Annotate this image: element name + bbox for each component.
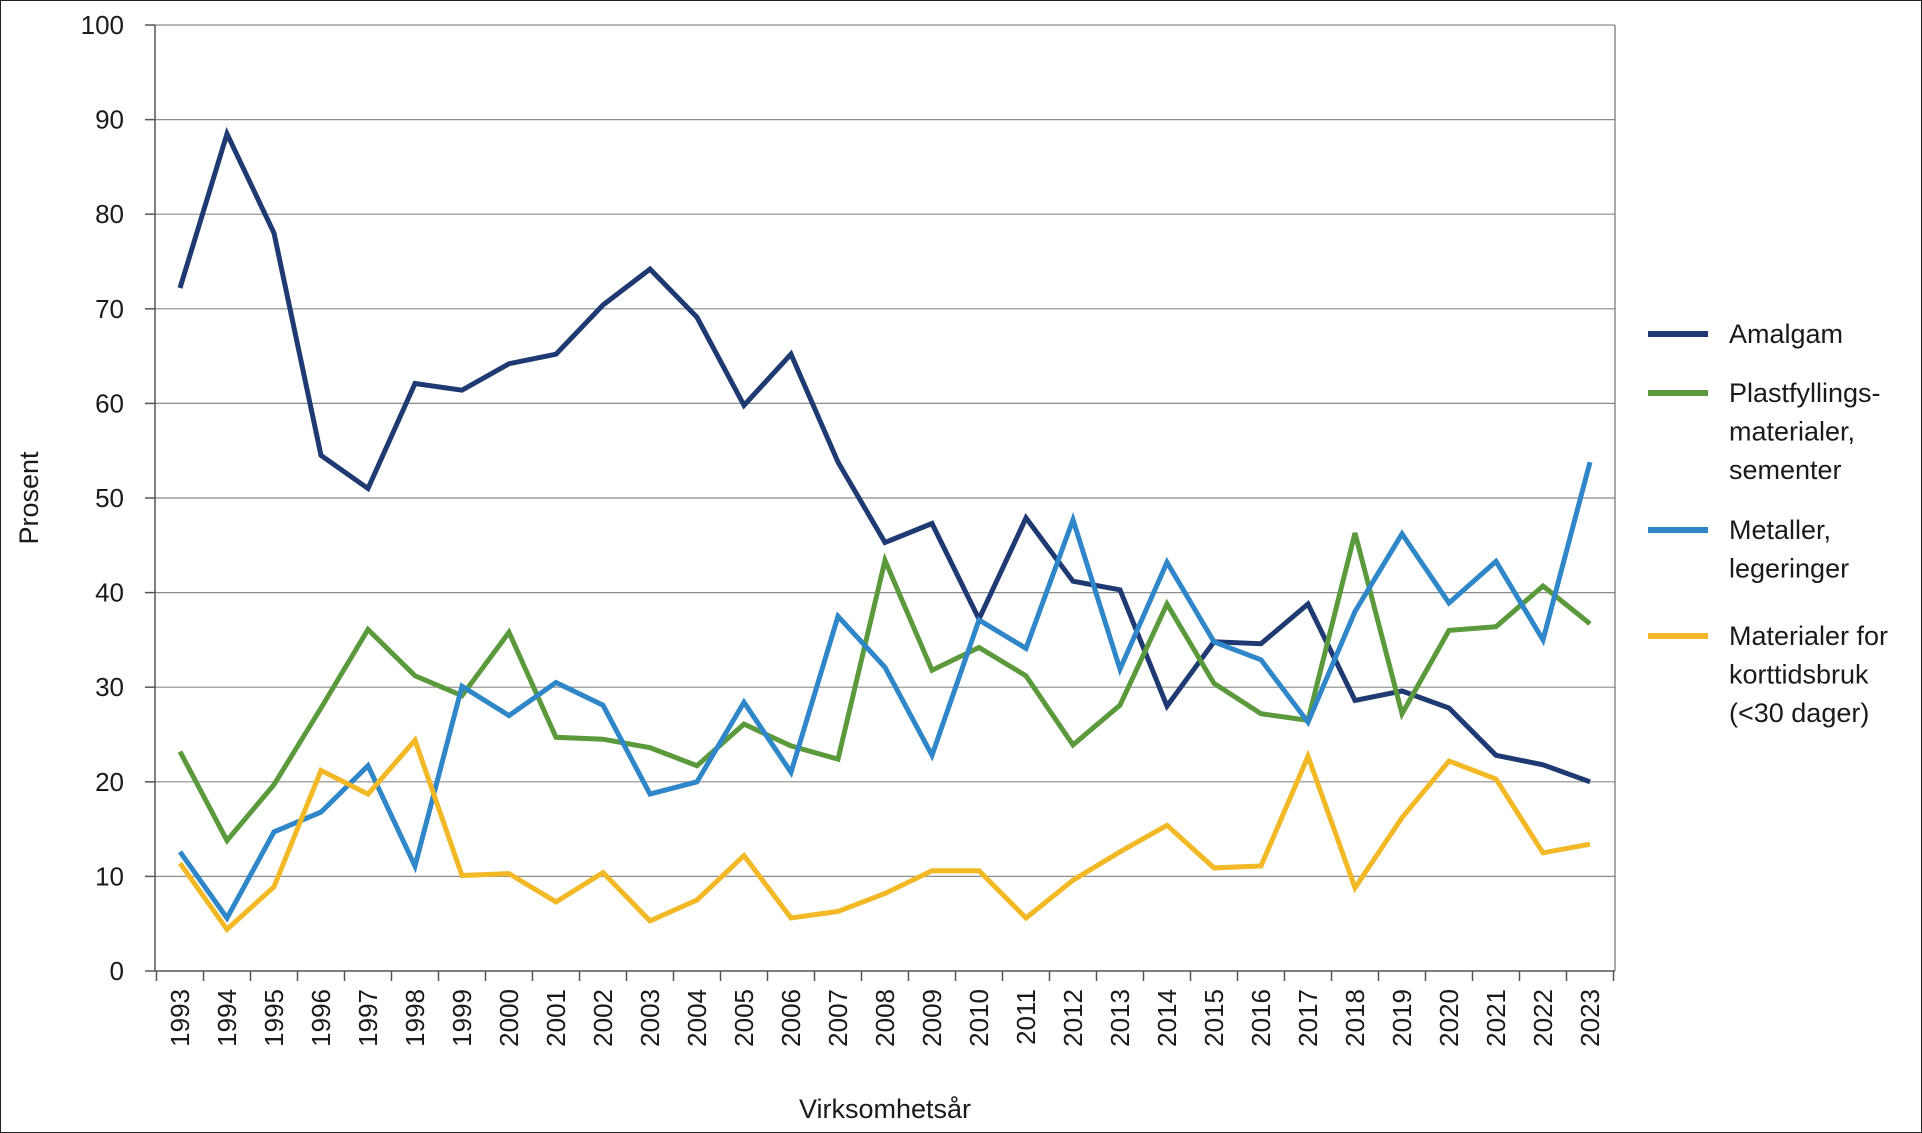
- series-line-1: [177, 126, 1591, 785]
- y-tick-label: 90: [95, 105, 124, 135]
- x-tick-labels: 1993 1994 1995 1996 1997 1998 1999 2000 2001 2002…: [155, 971, 1615, 1047]
- x-tick-label: 2016: [1246, 989, 1276, 1047]
- legend-label: Materialer for: [1729, 621, 1888, 651]
- x-tick-label: 1997: [353, 989, 383, 1047]
- legend-label: korttidsbruk: [1729, 660, 1869, 690]
- y-tick-label: 70: [95, 294, 124, 324]
- x-tick-label: 2006: [776, 989, 806, 1047]
- y-axis-label: Prosent: [14, 451, 44, 545]
- y-tick-labels: 0 10 20 30 40 50 60 70 80 90 100: [81, 10, 155, 986]
- x-tick-label: 2019: [1387, 989, 1417, 1047]
- y-tick-label: 30: [95, 672, 124, 702]
- x-tick-label: 2001: [541, 989, 571, 1047]
- x-tick-label: 2008: [870, 989, 900, 1047]
- legend-label: materialer,: [1729, 417, 1855, 447]
- x-tick-label: 2018: [1340, 989, 1370, 1047]
- y-tick-label: 20: [95, 767, 124, 797]
- legend-label: sementer: [1729, 455, 1842, 485]
- series-line-2: [177, 532, 1592, 845]
- y-tick-label: 40: [95, 578, 124, 608]
- series-lines: [177, 126, 1593, 934]
- x-tick-label: 2012: [1058, 989, 1088, 1047]
- y-tick-label: 80: [95, 199, 124, 229]
- x-tick-label: 1999: [447, 989, 477, 1047]
- series-line-4: [177, 735, 1591, 934]
- legend-label: Amalgam: [1729, 319, 1843, 349]
- x-tick-label: 2003: [635, 989, 665, 1047]
- x-tick-label: 2009: [917, 989, 947, 1047]
- x-tick-label: 2007: [823, 989, 853, 1047]
- x-tick-label: 1995: [259, 989, 289, 1047]
- x-tick-label: 1996: [306, 989, 336, 1047]
- legend: Amalgam Plastfyllings-materialer, sementer…: [1648, 319, 1888, 728]
- y-tick-label: 10: [95, 861, 124, 891]
- x-tick-label: 2004: [682, 989, 712, 1047]
- x-tick-label: 2017: [1293, 989, 1323, 1047]
- legend-label: legeringer: [1729, 554, 1849, 584]
- x-tick-label: 1993: [165, 989, 195, 1047]
- x-tick-label: 2021: [1481, 989, 1511, 1047]
- x-tick-label: 2022: [1528, 989, 1558, 1047]
- x-tick-label: 2000: [494, 989, 524, 1047]
- x-tick-label: 2005: [729, 989, 759, 1047]
- x-tick-label: 2011: [1011, 989, 1041, 1045]
- x-tick-label: 2015: [1199, 989, 1229, 1047]
- y-tick-label: 60: [95, 388, 124, 418]
- x-tick-label: 2020: [1434, 989, 1464, 1047]
- y-tick-label: 50: [95, 483, 124, 513]
- y-tick-label: 0: [110, 956, 124, 986]
- x-tick-label: 2014: [1152, 989, 1182, 1047]
- x-tick-label: 2002: [588, 989, 618, 1047]
- y-tick-label: 100: [81, 10, 124, 40]
- x-axis-label: Virksomhetsår: [799, 1094, 971, 1124]
- x-tick-label: 2010: [964, 989, 994, 1047]
- series-line-3: [177, 461, 1593, 923]
- legend-label: Plastfyllings-: [1729, 378, 1881, 408]
- x-tick-label: 1998: [400, 989, 430, 1047]
- x-tick-label: 1994: [212, 989, 242, 1047]
- x-tick-label: 2013: [1105, 989, 1135, 1047]
- legend-label: Metaller,: [1729, 515, 1831, 545]
- gridlines: [155, 24, 1615, 878]
- legend-label: (<30 dager): [1729, 698, 1869, 728]
- x-tick-label: 2023: [1575, 989, 1605, 1047]
